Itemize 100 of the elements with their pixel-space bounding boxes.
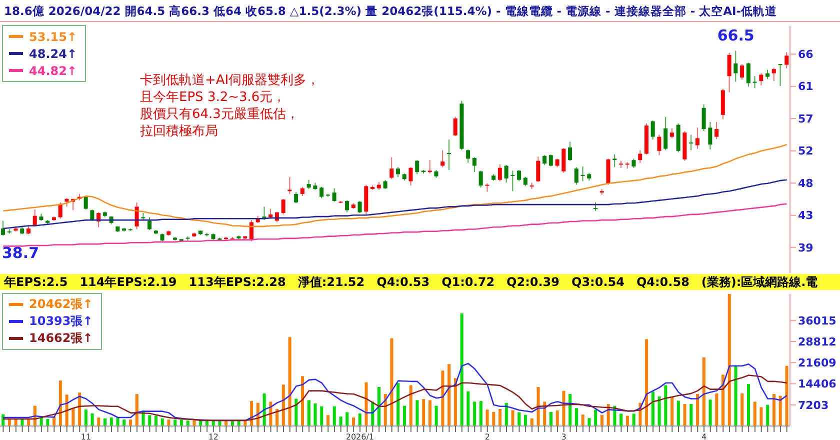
candlestick	[281, 198, 286, 215]
bar	[460, 313, 464, 426]
y-tick-label: 39	[798, 242, 814, 254]
candlestick	[632, 158, 636, 168]
bar	[65, 394, 68, 426]
bar	[409, 385, 412, 426]
line-series	[2, 374, 788, 422]
bar	[84, 410, 88, 426]
candlestick	[440, 150, 445, 168]
y-tick-label: 52	[798, 144, 814, 158]
bar	[454, 378, 457, 426]
candlestick	[568, 141, 572, 162]
candlestick	[300, 186, 304, 197]
candlestick	[249, 220, 254, 242]
bar	[160, 418, 164, 426]
candlestick	[740, 64, 744, 80]
chart-title: 年EPS:2.5 114年EPS:2.19 113年EPS:2.28 淨值:21.52 Q4:0.53 Q1:0.72 Q2:0.39 Q3:0.54 Q4:0.58 (業務):區域網路線.電	[0, 274, 840, 290]
bar	[645, 339, 648, 426]
line-series	[2, 203, 788, 247]
bar	[466, 391, 470, 426]
candlestick	[478, 170, 483, 188]
candlestick	[695, 127, 700, 150]
bar	[722, 374, 725, 426]
bar	[186, 420, 190, 426]
candlestick	[746, 62, 750, 88]
bar	[314, 403, 317, 426]
bar	[664, 385, 668, 426]
candlestick	[727, 52, 732, 93]
bar	[58, 380, 62, 426]
bar	[778, 396, 782, 426]
candlestick	[689, 134, 694, 151]
candlestick	[606, 158, 610, 186]
bar	[262, 393, 266, 426]
legend-label: 53.15↑	[29, 30, 78, 44]
bar	[288, 337, 292, 426]
bar	[772, 394, 776, 426]
bar	[8, 420, 11, 426]
bar	[358, 413, 362, 426]
candlestick	[772, 67, 776, 82]
candlestick	[396, 166, 400, 178]
candlestick	[504, 164, 508, 184]
candlestick	[650, 120, 655, 140]
y-tick-label: 57	[798, 112, 814, 126]
candlestick	[345, 200, 350, 213]
x-tick-label: 12	[208, 432, 219, 440]
bar	[549, 412, 552, 426]
bar	[129, 420, 132, 426]
bar	[766, 404, 770, 426]
bar	[364, 382, 368, 426]
bar	[588, 418, 591, 426]
candlestick	[148, 216, 152, 230]
candlestick	[734, 50, 738, 82]
bar	[581, 414, 584, 426]
bar	[594, 410, 598, 426]
y-tick-label: 28812	[798, 335, 836, 348]
annotation: 股價只有64.3元嚴重低估，	[140, 106, 299, 123]
bar	[148, 415, 152, 426]
y-tick-label: 7203	[798, 398, 829, 412]
bar	[708, 400, 712, 426]
bar	[574, 408, 578, 426]
bar	[728, 294, 731, 426]
legend-label: 20462張↑	[29, 296, 93, 313]
bar	[651, 391, 654, 426]
bar	[486, 410, 489, 426]
candlestick	[428, 160, 432, 174]
bar	[479, 401, 482, 426]
candlestick	[574, 166, 578, 186]
bar	[441, 370, 444, 426]
bar	[332, 406, 336, 426]
y-tick-label: 66	[798, 48, 814, 61]
candlestick	[784, 52, 789, 69]
y-tick-label: 43	[798, 209, 814, 222]
bar	[78, 392, 82, 426]
bar	[632, 414, 636, 426]
candlestick	[332, 188, 336, 202]
candlestick	[562, 148, 566, 174]
bar	[626, 416, 629, 426]
bar	[104, 418, 107, 426]
candlestick	[517, 169, 522, 182]
candlestick	[320, 186, 324, 199]
candlestick	[90, 208, 94, 222]
candlestick	[306, 179, 311, 190]
candlestick	[638, 150, 642, 164]
bar	[301, 376, 304, 426]
bar	[600, 414, 604, 426]
annotation: 拉回積極布局	[140, 123, 218, 140]
candlestick	[664, 116, 668, 151]
candlestick	[498, 164, 502, 182]
bar	[676, 400, 680, 426]
x-tick-label: 11	[80, 432, 92, 440]
candlestick	[523, 176, 528, 187]
bar	[473, 402, 476, 426]
annotation: 38.7	[2, 244, 40, 262]
candlestick	[294, 191, 298, 204]
candlestick	[759, 72, 764, 86]
bar	[670, 396, 674, 426]
candlestick	[446, 139, 451, 170]
candlestick	[408, 166, 413, 186]
bar	[498, 408, 502, 426]
bar	[556, 410, 559, 426]
